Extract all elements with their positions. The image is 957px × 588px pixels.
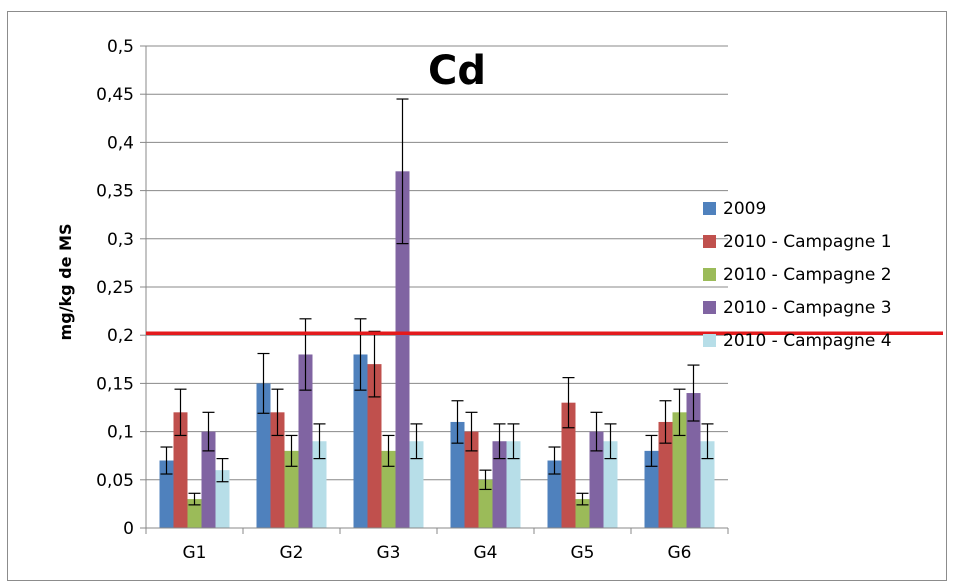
legend-swatch (703, 202, 716, 215)
bar (672, 412, 687, 528)
chart-frame: 0 0,05 0,1 0,15 0,2 0,25 0,3 0,35 0,4 0,45 0,5 G1 G… (7, 11, 947, 581)
y-tick-label: 0,3 (107, 230, 134, 250)
bar (561, 402, 576, 528)
bar (478, 479, 493, 528)
bar (353, 354, 368, 528)
bar (575, 499, 590, 528)
y-tick-label: 0,5 (107, 37, 134, 57)
bar (187, 499, 202, 528)
x-tick-label: G3 (377, 543, 401, 563)
bar (256, 383, 271, 528)
bar (298, 354, 313, 528)
axes (140, 45, 729, 534)
bar (547, 460, 562, 528)
legend-label: 2010 - Campagne 4 (723, 331, 892, 351)
bar (658, 421, 673, 528)
bar (603, 441, 618, 528)
y-tick-label: 0,15 (96, 374, 134, 394)
bar (395, 171, 410, 528)
bar (159, 460, 174, 528)
y-tick-labels: 0 0,05 0,1 0,15 0,2 0,25 0,3 0,35 0,4 0,45 0,5 (96, 37, 134, 539)
legend-swatch (703, 301, 716, 314)
bar (644, 450, 659, 528)
bar (506, 441, 521, 528)
legend-swatch (703, 235, 716, 248)
y-tick-label: 0 (123, 519, 134, 539)
x-tick-label: G6 (668, 543, 692, 563)
bar (409, 441, 424, 528)
bar (589, 431, 604, 528)
bar (464, 431, 479, 528)
cd-bar-chart: 00,050,10,150,20,250,30,350,40,450,5 G1 G… (56, 37, 943, 563)
x-tick-label: G1 (183, 543, 207, 563)
gridlines (146, 45, 728, 481)
legend-swatch (703, 334, 716, 347)
bar (201, 431, 216, 528)
y-tick-label: 0,1 (107, 423, 134, 443)
y-tick-label: 0,2 (107, 326, 134, 346)
bar (270, 412, 285, 528)
y-tick-label: 0,05 (96, 471, 134, 491)
bar (450, 421, 465, 528)
bar (215, 470, 230, 528)
bar (312, 441, 327, 528)
legend: 2009 2010 - Campagne 1 2010 - Campagne 2 20… (703, 199, 892, 351)
x-tick-labels: G1 G2 G3 G4 G5 G6 (183, 543, 692, 563)
legend-label: 2009 (723, 199, 766, 219)
bar (284, 450, 299, 528)
legend-label: 2010 - Campagne 1 (723, 232, 892, 252)
bar (700, 441, 715, 528)
x-tick-label: G5 (571, 543, 595, 563)
legend-label: 2010 - Campagne 3 (723, 298, 892, 318)
y-tick-label: 0,4 (107, 133, 134, 153)
bar (381, 450, 396, 528)
bar (173, 412, 188, 528)
bar (492, 441, 507, 528)
bars (159, 171, 715, 528)
y-tick-label: 0,35 (96, 182, 134, 202)
bar (367, 364, 382, 528)
x-tick-label: G2 (280, 543, 304, 563)
legend-label: 2010 - Campagne 2 (723, 265, 892, 285)
bar (686, 393, 701, 528)
y-tick-label: 0,25 (96, 278, 134, 298)
y-tick-label: 0,45 (96, 85, 134, 105)
error-bars (160, 98, 714, 506)
y-axis-label: mg/kg de MS (56, 224, 75, 341)
chart-title: Cd (428, 48, 486, 94)
x-tick-label: G4 (474, 543, 498, 563)
legend-swatch (703, 268, 716, 281)
